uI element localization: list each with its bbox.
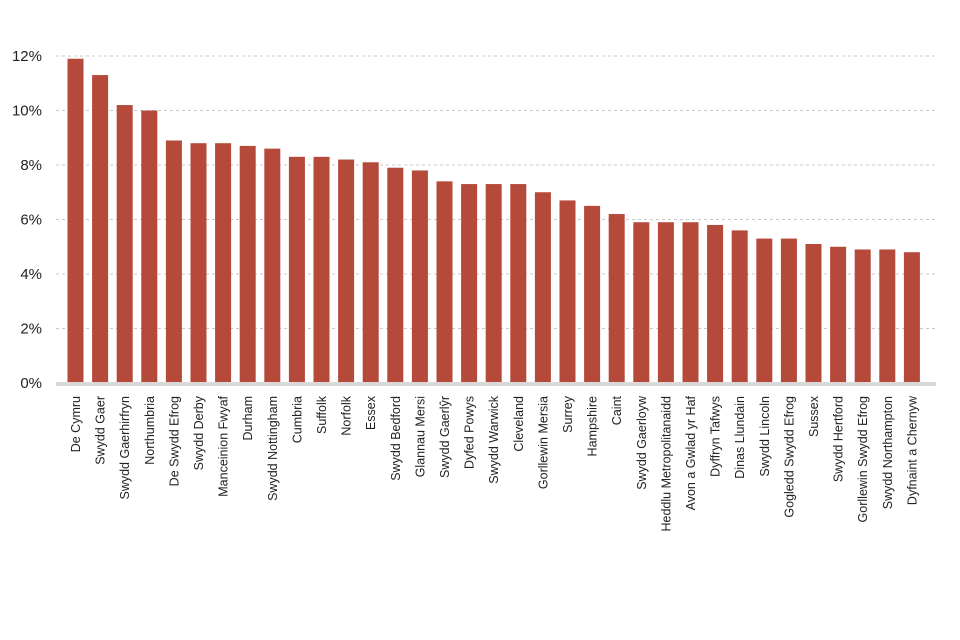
x-tick-label: Sussex — [807, 395, 821, 437]
bar — [190, 143, 207, 383]
bar — [584, 205, 601, 383]
bar — [461, 184, 478, 383]
bar — [756, 238, 773, 383]
y-tick-label: 4% — [20, 266, 42, 283]
x-tick-label: Manceinion Fwyaf — [217, 395, 231, 496]
x-tick-label: Swydd Lincoln — [758, 396, 772, 477]
bar — [264, 148, 281, 383]
y-tick-label: 6% — [20, 212, 42, 229]
bar — [731, 230, 748, 383]
x-tick-label: Suffolk — [315, 395, 329, 434]
x-tick-label: Swydd Warwick — [487, 395, 501, 483]
bar — [559, 200, 576, 383]
x-tick-label: Dyffryn Tafwys — [709, 396, 723, 477]
x-tick-label: Swydd Gaerloyw — [635, 395, 649, 490]
x-axis-tick-labels: De Cymru Swydd Gaer Swydd Gaerhirfryn North… — [69, 395, 919, 531]
x-tick-label: Swydd Bedford — [389, 396, 403, 481]
x-tick-label: Swydd Gaerhirfryn — [118, 396, 132, 500]
bar — [707, 224, 724, 383]
bars — [67, 58, 920, 384]
x-tick-label: Norfolk — [340, 395, 354, 435]
bar — [436, 181, 453, 383]
x-tick-label: Caint — [610, 395, 624, 425]
x-tick-label: Northumbria — [143, 396, 157, 465]
x-tick-label: Avon a Gwlad yr Haf — [684, 395, 698, 510]
bar — [362, 162, 379, 383]
bar — [854, 249, 871, 383]
bar — [288, 156, 305, 383]
bar — [830, 246, 847, 383]
x-tick-label: Hampshire — [586, 396, 600, 456]
bar — [92, 75, 109, 383]
x-tick-label: Gorllewin Swydd Efrog — [856, 396, 870, 522]
bar — [633, 222, 650, 383]
bar — [903, 252, 920, 383]
x-tick-label: Dyfnaint a Chernyw — [905, 395, 919, 505]
x-tick-label: Durham — [241, 396, 255, 440]
x-tick-label: Gogledd Swydd Efrog — [782, 396, 796, 518]
bar — [239, 145, 256, 383]
y-tick-label: 12% — [12, 48, 42, 65]
bar — [485, 184, 502, 383]
bar — [657, 222, 674, 383]
y-tick-label: 8% — [20, 157, 42, 174]
x-tick-label: Swydd Gaerlŷr — [438, 396, 452, 478]
x-tick-label: Swydd Northampton — [881, 396, 895, 509]
bar — [141, 110, 158, 383]
bar — [608, 214, 625, 383]
x-tick-label: Cumbria — [290, 396, 304, 443]
x-tick-label: Gorllewin Mersia — [536, 396, 550, 489]
y-tick-label: 10% — [12, 103, 42, 120]
bar — [387, 167, 404, 383]
x-tick-label: Dinas Llundain — [733, 396, 747, 479]
bar — [805, 244, 822, 383]
x-tick-label: Swydd Hertford — [832, 396, 846, 482]
x-tick-label: Surrey — [561, 395, 575, 433]
x-tick-label: Cleveland — [512, 396, 526, 452]
y-tick-label: 0% — [20, 375, 42, 392]
x-tick-label: Heddlu Metropolitanaidd — [659, 396, 673, 532]
bar — [411, 170, 428, 383]
bar — [215, 143, 232, 383]
x-tick-label: Swydd Derby — [192, 395, 206, 470]
x-tick-label: Essex — [364, 395, 378, 430]
x-tick-label: Dyfed Powys — [463, 396, 477, 469]
bar — [165, 140, 182, 383]
bar — [116, 105, 133, 384]
bar — [682, 222, 699, 383]
bar — [879, 249, 896, 383]
bar — [780, 238, 797, 383]
bar — [313, 156, 330, 383]
x-tick-label: Glannau Mersi — [413, 396, 427, 477]
x-tick-label: Swydd Nottingham — [266, 396, 280, 501]
bar — [338, 159, 355, 383]
x-tick-label: De Swydd Efrog — [167, 396, 181, 486]
y-tick-label: 2% — [20, 321, 42, 338]
bar — [510, 184, 527, 383]
x-tick-label: Swydd Gaer — [94, 396, 108, 465]
x-tick-label: De Cymru — [69, 396, 83, 452]
bar — [534, 192, 551, 383]
bar — [67, 58, 84, 383]
y-axis-tick-labels: 0% 2% 4% 6% 8% 10% 12% — [12, 48, 42, 392]
